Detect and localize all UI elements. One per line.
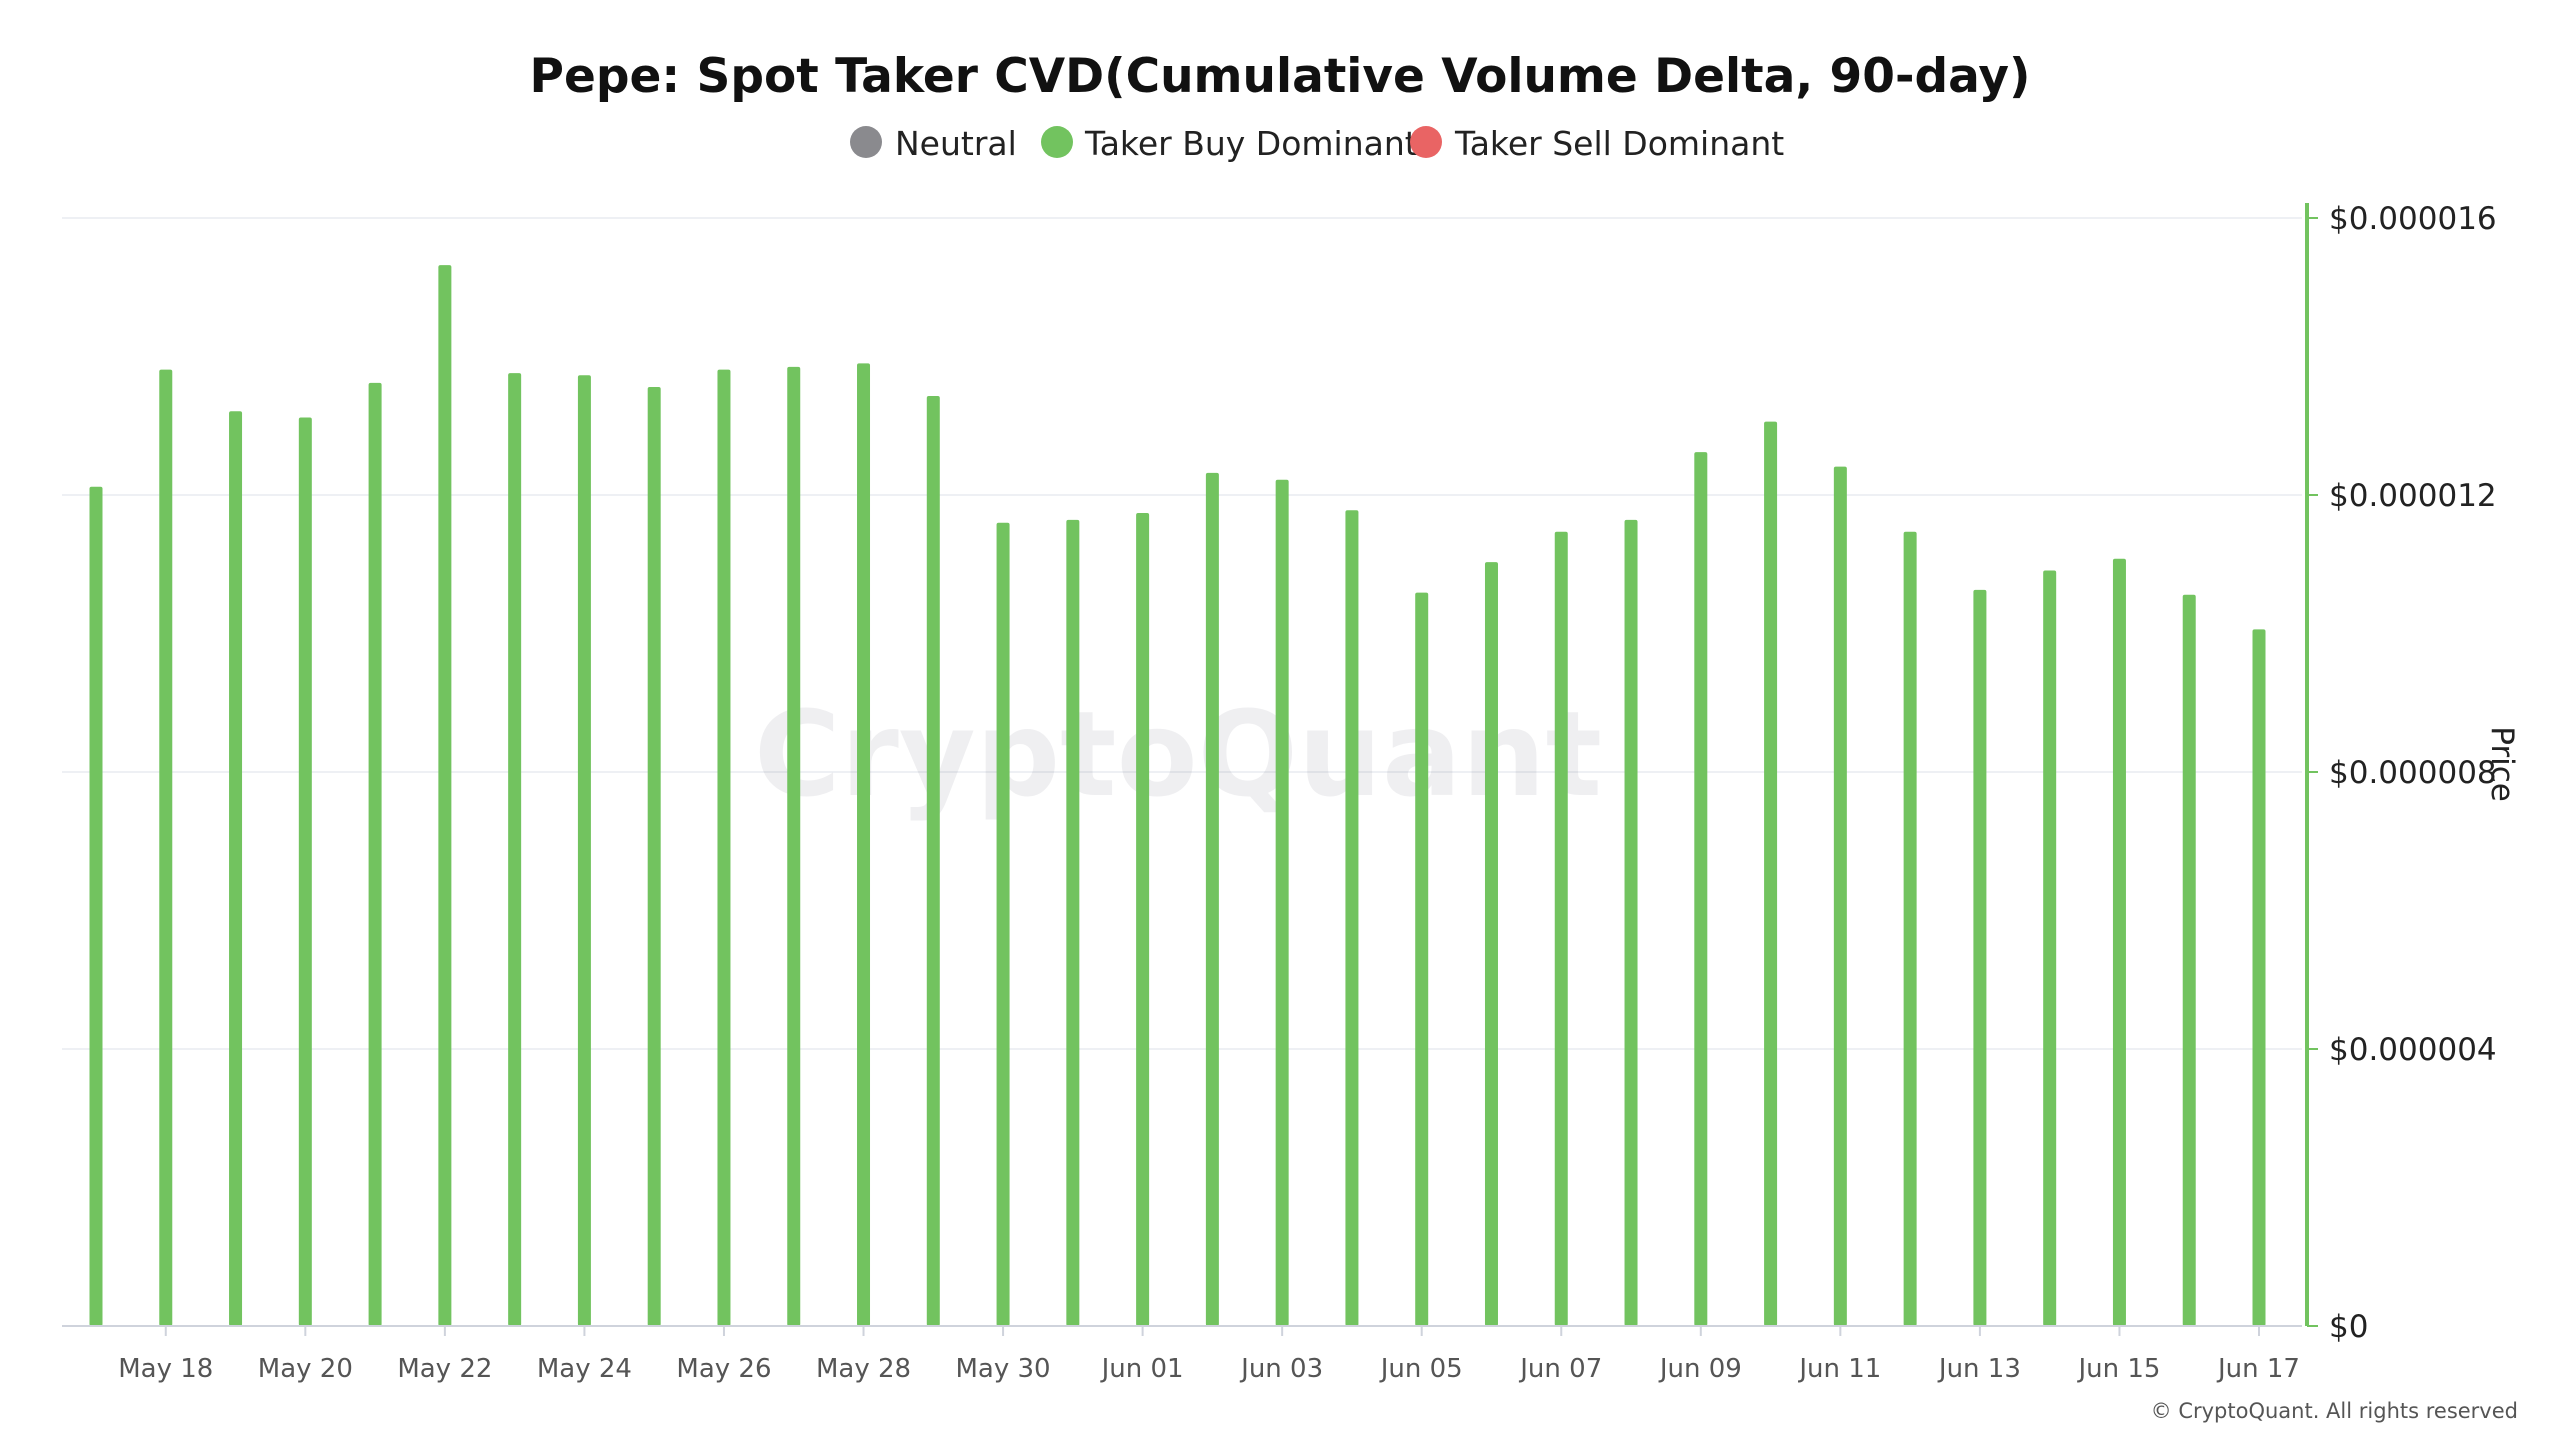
bar[interactable] [2252,629,2266,1326]
x-tick-label: Jun 03 [1239,1354,1323,1384]
y-axis-ticks: $0 $0.000004 $0.000008 $0.000012 $0.000016 [2307,201,2497,1345]
bar[interactable] [508,373,522,1326]
x-tick-label: Jun 09 [1658,1354,1742,1384]
legend-marker-taker-sell [1410,126,1442,158]
bars [89,265,2266,1327]
x-tick-label: May 26 [676,1354,771,1384]
bar[interactable] [647,386,661,1327]
x-tick-label: May 20 [258,1354,353,1384]
bar[interactable] [717,369,731,1327]
bar[interactable] [926,395,940,1326]
bar[interactable] [89,486,103,1326]
x-tick-label: Jun 17 [2216,1354,2300,1384]
watermark: CryptoQuant [754,685,1602,823]
x-tick-label: Jun 05 [1379,1354,1463,1384]
bar[interactable] [1345,510,1359,1326]
bar[interactable] [1136,513,1150,1326]
bar[interactable] [438,265,452,1327]
legend-marker-taker-buy [1041,126,1073,158]
bar[interactable] [2043,570,2057,1326]
bar[interactable] [857,363,871,1326]
legend-label-neutral[interactable]: Neutral [895,124,1017,163]
gridlines [62,217,2302,1050]
legend-label-taker-buy[interactable]: Taker Buy Dominant [1084,124,1418,163]
bar[interactable] [577,375,591,1326]
y-axis-label: Price [2484,726,2520,802]
x-tick-label: May 30 [956,1354,1051,1384]
bar[interactable] [787,366,801,1326]
bar[interactable] [1066,519,1080,1326]
legend-label-taker-sell[interactable]: Taker Sell Dominant [1454,124,1784,163]
bar[interactable] [368,382,382,1326]
y-tick-label: $0.000016 [2329,201,2497,237]
y-tick-label: $0.000004 [2329,1032,2497,1068]
bar[interactable] [1624,519,1638,1326]
bar[interactable] [2182,594,2196,1326]
bar[interactable] [1833,466,1847,1326]
legend-marker-neutral [850,126,882,158]
y-tick-label: $0 [2329,1309,2368,1345]
x-tick-label: Jun 15 [2076,1354,2160,1384]
copyright-text: © CryptoQuant. All rights reserved [2151,1399,2518,1423]
x-tick-label: Jun 13 [1937,1354,2021,1384]
x-tick-label: May 18 [118,1354,213,1384]
bar[interactable] [1903,531,1917,1326]
legend: Neutral Taker Buy Dominant Taker Sell Do… [850,124,1784,163]
bar[interactable] [1275,479,1289,1326]
x-axis-ticks: May 18 May 20 May 22 May 24 May 26 May 28 May … [118,1326,2300,1384]
bar[interactable] [1415,592,1429,1326]
x-tick-label: Jun 11 [1797,1354,1881,1384]
bar[interactable] [1764,421,1778,1327]
bar[interactable] [1973,589,1987,1326]
bar[interactable] [298,417,312,1326]
y-tick-label: $0.000012 [2329,478,2497,514]
bar[interactable] [1554,531,1568,1326]
bar[interactable] [1484,562,1498,1326]
bar[interactable] [159,369,173,1327]
x-tick-label: May 22 [397,1354,492,1384]
x-tick-label: May 28 [816,1354,911,1384]
bar[interactable] [229,411,243,1326]
x-tick-label: Jun 01 [1100,1354,1184,1384]
bar[interactable] [996,522,1010,1326]
x-tick-label: May 24 [537,1354,632,1384]
chart-title: Pepe: Spot Taker CVD(Cumulative Volume D… [530,49,2031,104]
y-tick-label: $0.000008 [2329,755,2497,791]
bar[interactable] [1205,472,1219,1327]
bar[interactable] [1694,452,1708,1326]
x-tick-label: Jun 07 [1518,1354,1602,1384]
bar[interactable] [2112,558,2126,1326]
